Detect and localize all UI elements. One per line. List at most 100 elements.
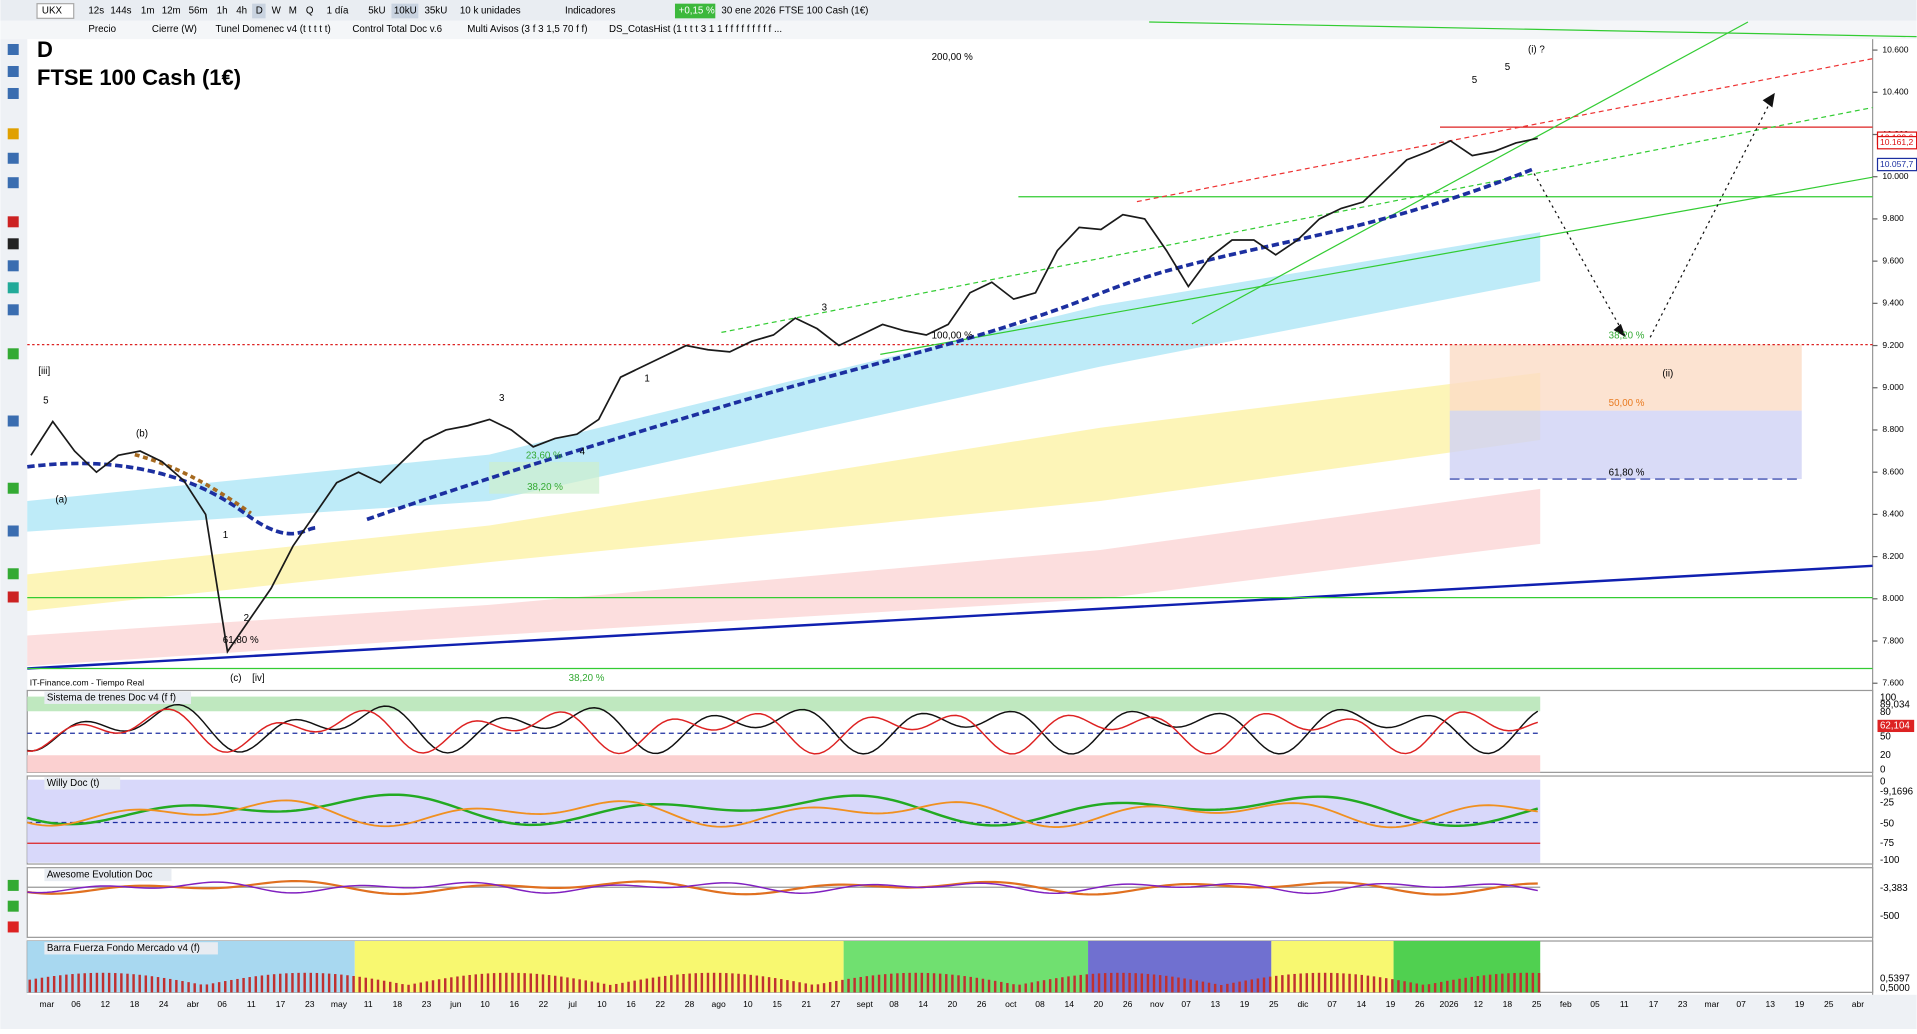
annotation: 100,00 % (932, 331, 974, 342)
x-tick-label: 07 (1736, 999, 1746, 1009)
change-box (674, 3, 716, 19)
study[interactable]: DS_CotasHist (1 t t t 3 1 1 f f f f f f … (609, 24, 782, 35)
tool-icons[interactable] (7, 43, 19, 933)
interval[interactable]: 4h (236, 6, 247, 17)
study[interactable]: Tunel Domenec v4 (t t t t t) (215, 24, 330, 35)
x-tick-label: 12 (1473, 999, 1483, 1009)
x-tick-label: 07 (1327, 999, 1337, 1009)
instrument: FTSE 100 Cash (1€) (779, 6, 869, 17)
x-tick-label: 14 (918, 999, 928, 1009)
y-tick-label: 8.800 (1882, 424, 1904, 434)
panel-title-box (44, 942, 218, 955)
panel-scale: 62,104 (1880, 720, 1910, 731)
interval[interactable]: 144s (110, 6, 131, 17)
annotation: 2 (244, 613, 249, 624)
x-tick-label: 17 (276, 999, 286, 1009)
study[interactable]: Precio (88, 24, 116, 35)
x-tick-label: 18 (393, 999, 403, 1009)
panel-title-box (44, 777, 121, 790)
study[interactable]: Cierre (W) (152, 24, 197, 35)
x-tick-label: 13 (1766, 999, 1776, 1009)
y-tick-label: 10.600 (1882, 44, 1908, 54)
interval[interactable]: 56m (189, 6, 208, 17)
symbol[interactable]: UKX (42, 6, 63, 17)
panel-scale: 89,034 (1880, 700, 1910, 711)
y-tick-label: 8.400 (1882, 509, 1904, 519)
x-tick-label: abr (1852, 999, 1865, 1009)
x-tick-label: 11 (364, 999, 373, 1009)
unit[interactable]: 10kU (394, 6, 417, 17)
interval[interactable]: 12s (88, 6, 104, 17)
x-tick-label: 21 (802, 999, 812, 1009)
change: +0,15 % (679, 6, 715, 17)
annotation: 200,00 % (932, 52, 974, 63)
x-tick-label: 19 (1795, 999, 1805, 1009)
chart-decor (27, 21, 1917, 670)
x-tick-label: 14 (1064, 999, 1074, 1009)
x-tick-label: 10 (597, 999, 607, 1009)
annotation: 50,00 % (1609, 398, 1645, 409)
x-tick-label: 06 (217, 999, 227, 1009)
panel-title: Awesome Evolution Doc (47, 870, 153, 881)
unit[interactable]: 35kU (424, 6, 447, 17)
oscillator (27, 703, 1539, 755)
annotation: 61,80 % (1609, 468, 1645, 479)
x-tick-label: 28 (685, 999, 695, 1009)
study[interactable]: Control Total Doc v.6 (352, 24, 442, 35)
price-label: 10.057,7 (1880, 159, 1914, 169)
panel-value-box (1877, 719, 1915, 733)
x-tick-label: 23 (1678, 999, 1688, 1009)
panel-scale: 0,5000 (1880, 983, 1910, 994)
price-label: 10.161,2 (1880, 137, 1914, 147)
annotation: (i) ? (1528, 45, 1545, 56)
price-line (30, 137, 1538, 654)
panel-scale: -75 (1880, 838, 1895, 849)
panel-title: Barra Fuerza Fondo Mercado v4 (f) (47, 943, 200, 954)
y-tick-label: 8.200 (1882, 551, 1904, 561)
annotation: [iv] (252, 673, 265, 684)
y-tick-label: 8.000 (1882, 593, 1904, 603)
interval[interactable]: 1m (141, 6, 155, 17)
y-tick-label: 7.600 (1882, 677, 1904, 687)
interval[interactable]: W (272, 6, 282, 17)
interval[interactable]: 12m (162, 6, 181, 17)
x-tick-label: 25 (1824, 999, 1834, 1009)
unit[interactable]: 5kU (368, 6, 385, 17)
x-tick-label: 23 (422, 999, 432, 1009)
panel-scale: 50 (1880, 731, 1891, 742)
panel-scale: 0 (1880, 764, 1886, 775)
x-tick-label: 2026 (1439, 999, 1458, 1009)
panel-scale: 100 (1880, 692, 1897, 703)
panel-title-box (44, 691, 192, 704)
date: 30 ene 2026 (721, 6, 775, 17)
interval[interactable]: 1h (217, 6, 228, 17)
period[interactable]: 1 día (327, 6, 349, 17)
study[interactable]: Multi Avisos (3 f 3 1,5 70 f f) (467, 24, 587, 35)
x-tick-label: 11 (1620, 999, 1629, 1009)
x-tick-label: 16 (509, 999, 519, 1009)
panel-title: Sistema de trenes Doc v4 (f f) (47, 692, 176, 703)
x-tick-label: 13 (1211, 999, 1221, 1009)
annotation: 5 (1505, 62, 1511, 73)
x-tick-label: 16 (626, 999, 636, 1009)
panel-scale: 20 (1880, 750, 1891, 761)
unit-select[interactable]: 10 k unidades (460, 6, 521, 17)
annotation: 1 (644, 373, 649, 384)
annotation: 61,80 % (223, 635, 259, 646)
x-tick-label: 20 (948, 999, 958, 1009)
unit-active (391, 3, 419, 19)
interval[interactable]: Q (306, 6, 314, 17)
interval[interactable]: M (289, 6, 297, 17)
x-tick-label: 26 (1415, 999, 1425, 1009)
symbol-box[interactable] (36, 3, 75, 19)
source: IT-Finance.com - Tiempo Real (30, 677, 145, 687)
annotation: (ii) (1662, 369, 1673, 380)
interval[interactable]: D (256, 6, 263, 17)
annotation: (b) (136, 428, 148, 439)
panel-scale: -500 (1880, 911, 1900, 922)
x-tick-label: 07 (1181, 999, 1191, 1009)
y-tick-label: 9.400 (1882, 298, 1904, 308)
indicators-button[interactable]: Indicadores (565, 6, 616, 17)
